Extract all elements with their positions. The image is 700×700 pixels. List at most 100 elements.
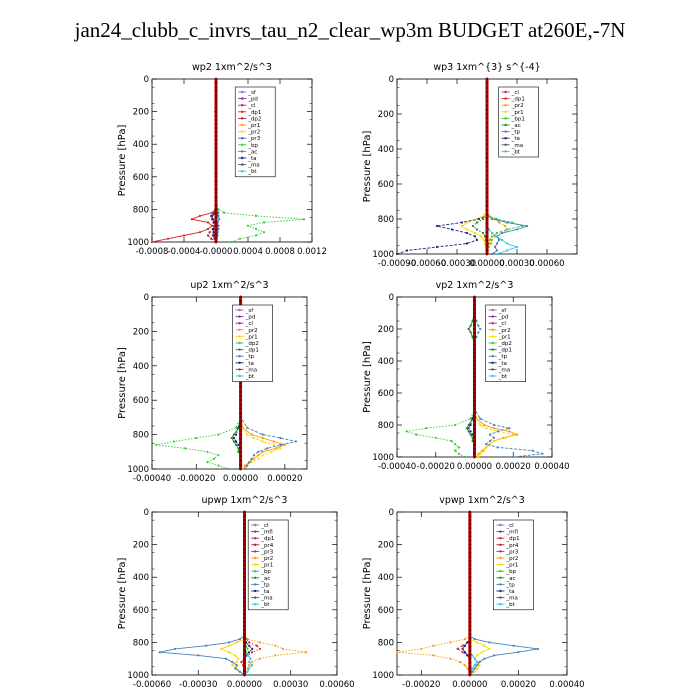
legend-marker: [238, 368, 241, 371]
data-point: [516, 433, 519, 436]
data-point: [496, 430, 499, 433]
zero-profile-marker: [473, 359, 476, 363]
data-point: [505, 221, 509, 224]
zero-profile-marker: [214, 203, 218, 207]
zero-profile-marker: [473, 363, 476, 367]
data-point: [243, 464, 247, 467]
data-point: [477, 217, 481, 221]
data-point: [206, 461, 209, 464]
data-point: [173, 440, 176, 443]
x-tick-label: 0.00000: [452, 680, 487, 690]
series-line-ta: [396, 79, 488, 255]
legend-entry: _bt: [260, 602, 270, 608]
legend-entry: _ta: [245, 361, 254, 367]
data-point: [471, 224, 475, 228]
x-tick-label: 0.00030: [273, 680, 308, 690]
legend-marker: [254, 576, 257, 579]
zero-profile-marker: [243, 600, 246, 604]
data-point: [246, 426, 249, 429]
data-point: [235, 433, 238, 436]
data-point: [217, 433, 220, 436]
zero-profile-marker: [468, 522, 472, 526]
data-point: [460, 224, 464, 228]
zero-profile-marker: [243, 636, 246, 640]
zero-profile-marker: [214, 240, 218, 244]
x-tick-label: 0.00000: [469, 259, 504, 269]
data-point: [463, 651, 467, 654]
x-tick-label: 0.0004: [233, 247, 263, 257]
y-tick-label: 1000: [372, 671, 394, 681]
data-point: [461, 644, 464, 647]
zero-profile-marker: [473, 323, 476, 327]
zero-profile-marker: [473, 379, 476, 383]
legend-entry: _mfl: [505, 530, 518, 536]
data-point: [492, 439, 495, 443]
legend-entry: _pr3: [260, 549, 274, 555]
legend-entry: _cl: [505, 523, 514, 529]
legend-marker: [491, 348, 494, 351]
zero-profile-marker: [468, 645, 472, 648]
x-tick-label: 0.0012: [297, 247, 327, 257]
legend-marker: [238, 341, 241, 345]
zero-profile-marker: [468, 555, 472, 559]
x-tick-label: -0.00030: [179, 680, 217, 690]
series-line-dp2: [406, 297, 475, 458]
legend-entry: _ac: [505, 576, 515, 582]
data-point: [481, 217, 485, 221]
zero-profile-marker: [468, 624, 472, 628]
data-point: [485, 446, 488, 449]
data-point: [500, 231, 504, 235]
data-point: [488, 238, 492, 242]
data-point: [495, 217, 499, 221]
legend-entry: _pr2: [505, 556, 518, 562]
zero-profile-marker: [243, 551, 246, 555]
panel-3: up2 1xm^2/s^3 Pressure [hPa] 0 200 400 600 800…: [117, 280, 308, 484]
data-point: [525, 224, 529, 228]
legend-entry: _sf: [498, 308, 508, 314]
zero-profile-marker: [239, 463, 242, 467]
data-point: [251, 651, 254, 654]
data-point: [248, 641, 251, 644]
x-tick-label: 0.00020: [267, 474, 302, 484]
legend-marker: [254, 523, 257, 527]
zero-profile-marker: [485, 213, 489, 217]
data-point: [279, 443, 282, 446]
data-point: [248, 667, 251, 670]
y-tick-label: 1000: [372, 250, 394, 260]
zero-profile-marker: [485, 217, 489, 221]
zero-profile-marker: [485, 138, 489, 142]
zero-profile-marker: [468, 579, 472, 583]
data-point: [206, 234, 210, 237]
data-point: [230, 436, 233, 440]
zero-profile-marker: [239, 437, 242, 441]
legend-entry: _pr4: [505, 543, 519, 549]
data-point: [469, 331, 472, 334]
zero-profile-marker: [243, 510, 246, 514]
zero-profile-marker: [214, 208, 218, 211]
zero-profile-marker: [485, 156, 489, 160]
x-tick-label: 0.00040: [549, 680, 584, 690]
data-point: [463, 455, 466, 459]
figure-title: jan24_clubb_c_invrs_tau_n2_clear_wp3m BU…: [74, 18, 626, 42]
y-tick-label: 800: [378, 215, 394, 225]
zero-profile-marker: [243, 665, 246, 669]
data-point: [261, 436, 264, 440]
zero-profile-marker: [214, 155, 218, 158]
y-tick-label: 800: [133, 431, 149, 441]
data-point: [495, 252, 499, 256]
x-tick-label: -0.00020: [177, 474, 215, 484]
legend-entry: _cl: [245, 321, 254, 327]
legend-marker: [491, 374, 494, 378]
data-point: [476, 660, 479, 664]
data-point: [454, 443, 457, 446]
data-point: [495, 231, 499, 235]
data-point: [235, 443, 238, 446]
zero-profile-marker: [473, 343, 476, 347]
zero-profile-marker: [473, 451, 476, 455]
zero-profile-marker: [243, 575, 246, 579]
legend-entry: _dp2: [245, 341, 259, 347]
legend-marker: [499, 530, 502, 533]
legend-marker: [504, 97, 507, 100]
data-point: [238, 638, 241, 641]
zero-profile-marker: [214, 138, 218, 142]
